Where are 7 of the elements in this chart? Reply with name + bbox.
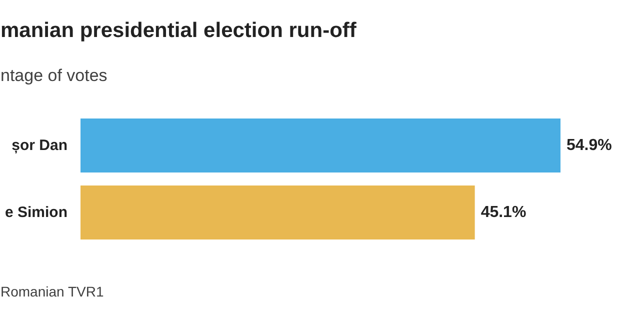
y-tick-label: șor Dan (12, 137, 68, 154)
data-label: 54.9% (566, 137, 612, 154)
text: Romanian TVR1 (0, 284, 104, 300)
chart-subtitle: ntage of votes (0, 66, 108, 85)
chart-title: manian presidential election run-off (0, 19, 358, 42)
y-tick-label: e Simion (4, 204, 68, 221)
data-label: 45.1% (480, 204, 526, 221)
